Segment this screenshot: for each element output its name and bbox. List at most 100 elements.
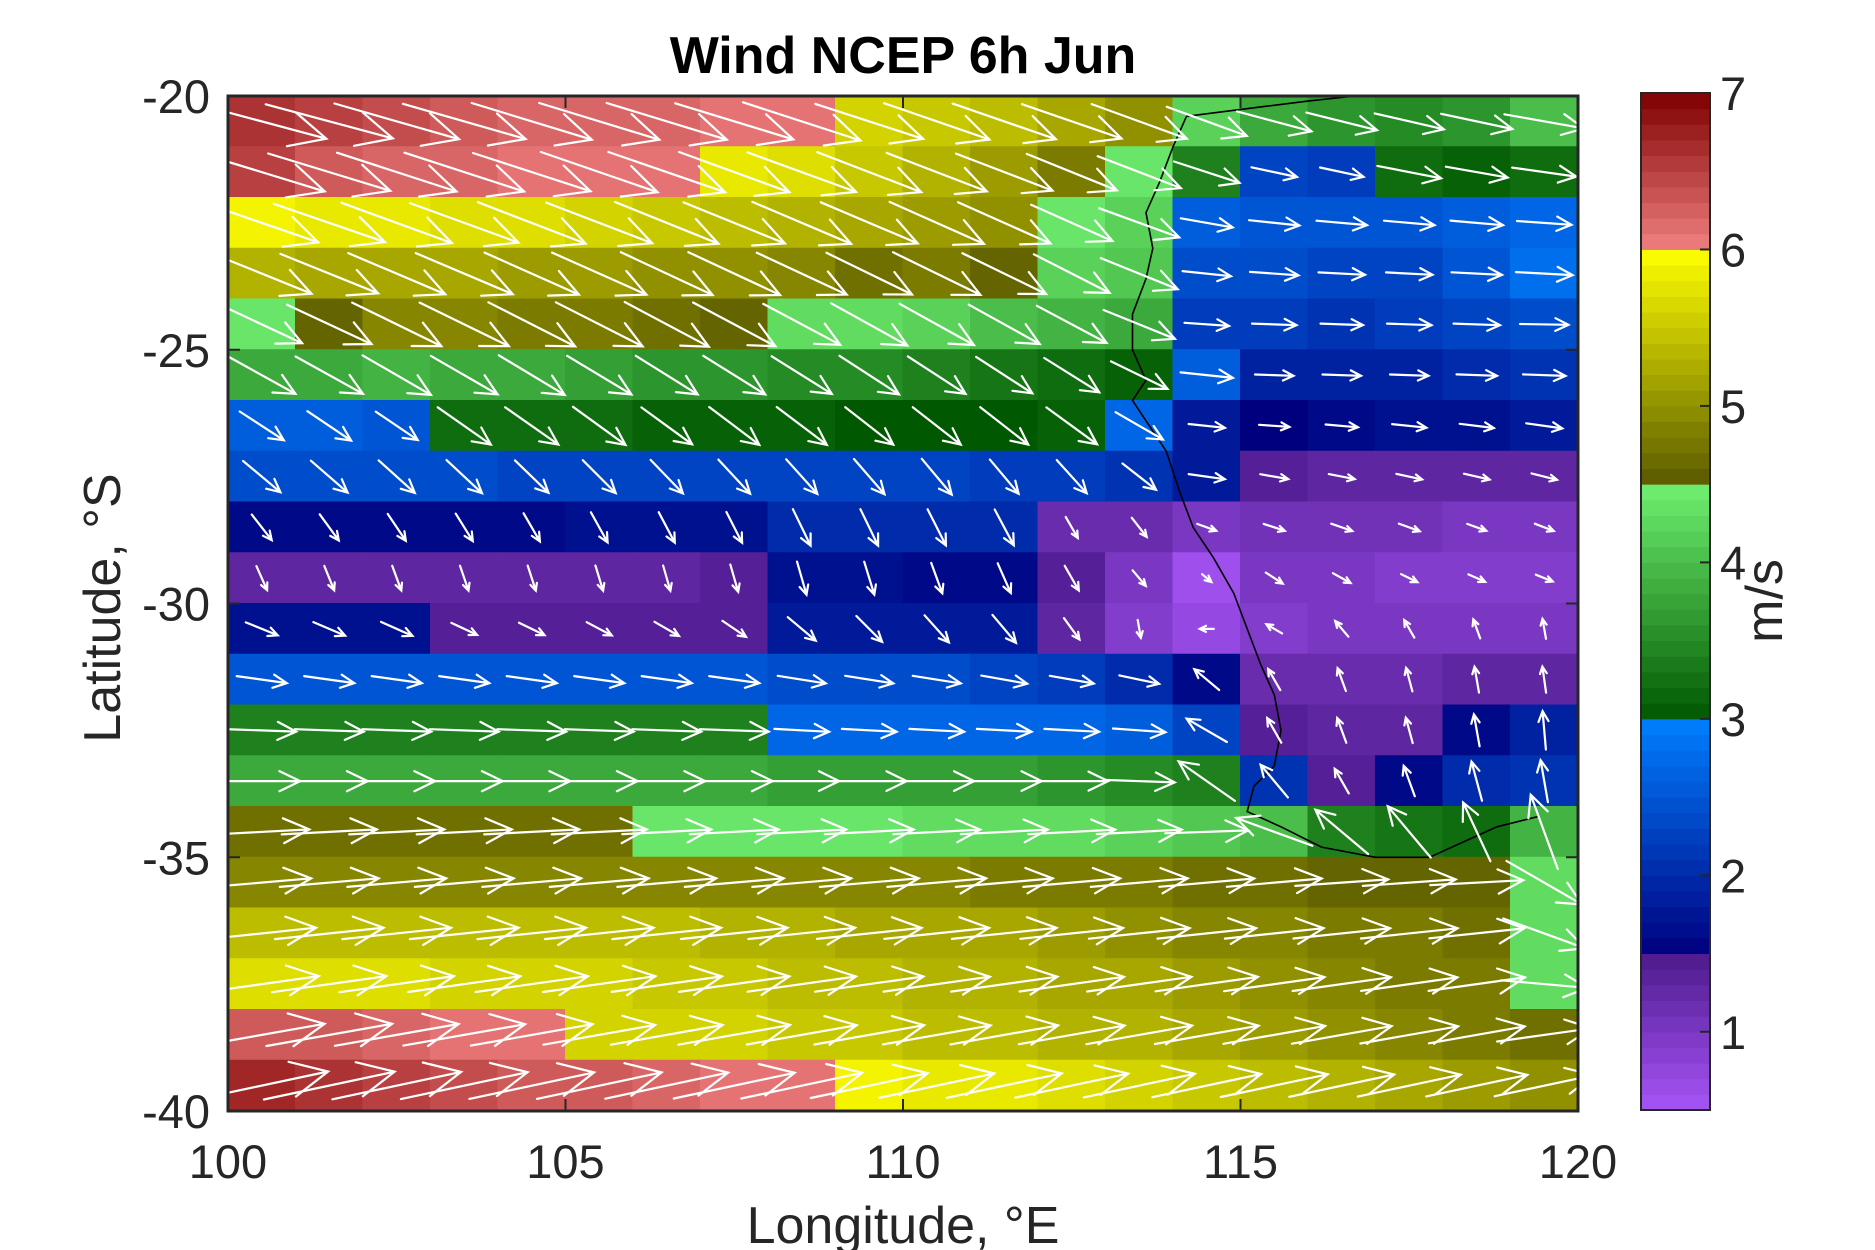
wind-arrow <box>819 201 921 247</box>
wind-arrow <box>795 560 810 598</box>
coastline-path <box>1131 115 1538 859</box>
wind-arrow <box>414 252 516 297</box>
wind-arrow <box>1135 618 1144 641</box>
colorbar-swatch <box>1641 655 1710 673</box>
wind-arrow <box>331 1061 464 1101</box>
wind-arrow <box>341 915 454 946</box>
wind-arrow <box>285 303 374 346</box>
colorbar-swatch <box>1641 358 1710 376</box>
wind-arrow <box>1444 165 1511 184</box>
wind-arrow <box>838 354 902 396</box>
wind-arrow <box>1131 569 1148 588</box>
colorbar-swatch <box>1641 264 1710 282</box>
wind-arrow <box>616 866 719 895</box>
colorbar-swatch <box>1641 718 1710 735</box>
wind-arrow <box>1471 664 1481 694</box>
wind-arrow <box>554 301 645 348</box>
colorbar-swatch <box>1641 1062 1710 1080</box>
wind-arrow <box>908 722 967 740</box>
wind-arrow <box>415 817 515 845</box>
wind-arrow <box>951 102 1059 145</box>
wind-arrow <box>1403 665 1414 693</box>
wind-arrow <box>725 510 744 545</box>
wind-arrow <box>542 1014 658 1046</box>
wind-arrow <box>228 1060 331 1098</box>
wind-arrow <box>333 102 462 147</box>
colorbar-swatch <box>1641 1078 1710 1095</box>
wind-arrow <box>1090 103 1190 143</box>
wind-arrow <box>640 673 695 689</box>
wind-arrow <box>708 673 762 689</box>
wind-arrow <box>898 302 977 347</box>
wind-arrow <box>1330 522 1355 533</box>
wind-arrow <box>513 459 551 495</box>
wind-arrow <box>717 458 752 496</box>
wind-arrow <box>1225 867 1325 895</box>
wind-arrow <box>1384 267 1436 282</box>
wind-arrow <box>756 818 849 844</box>
wind-arrow <box>1538 664 1548 694</box>
wind-arrow <box>228 355 298 396</box>
wind-arrow <box>377 459 417 495</box>
x-tick-label: 105 <box>526 1135 604 1188</box>
wind-arrow <box>1181 267 1234 283</box>
wind-arrow <box>1536 757 1550 804</box>
x-tick-label: 110 <box>866 1135 941 1188</box>
wind-arrow <box>702 354 768 396</box>
wind-arrow <box>487 301 578 348</box>
wind-arrow <box>1427 967 1528 995</box>
wind-arrow <box>1499 973 1578 999</box>
y-axis-label: Latitude, °S <box>74 473 132 742</box>
wind-arrow <box>445 459 484 495</box>
wind-arrow <box>745 1015 860 1046</box>
chart-title: Wind NCEP 6h Jun <box>670 27 1137 85</box>
y-tick-label: -25 <box>142 324 210 377</box>
wind-arrow <box>347 252 448 297</box>
wind-arrow <box>1385 317 1435 332</box>
colorbar-swatch <box>1641 687 1710 704</box>
wind-arrow <box>1471 617 1482 640</box>
wind-arrow <box>351 301 444 348</box>
wind-arrow <box>293 720 367 741</box>
colorbar-swatch <box>1641 514 1710 532</box>
y-tick-label: -35 <box>142 831 210 884</box>
wind-arrow <box>526 564 538 594</box>
wind-arrow <box>340 201 455 248</box>
wind-arrow <box>262 1061 398 1101</box>
colorbar-swatch <box>1641 155 1710 172</box>
wind-arrow <box>1099 257 1181 292</box>
colorbar-swatch <box>1641 624 1710 642</box>
wind-arrow <box>1082 1064 1198 1099</box>
wind-arrow <box>911 674 964 689</box>
wind-arrow <box>1452 317 1503 332</box>
wind-arrow <box>550 817 650 845</box>
y-axis: -20 -25 -30 -35 -40 <box>142 70 1578 1138</box>
wind-arrow <box>1222 1016 1328 1046</box>
wind-arrow <box>566 354 634 396</box>
wind-arrow <box>844 674 896 689</box>
wind-arrow <box>751 866 854 895</box>
wind-arrow <box>571 405 628 447</box>
colorbar-swatch <box>1641 202 1710 219</box>
wind-arrow <box>1376 164 1444 185</box>
wind-arrow <box>1250 166 1300 182</box>
wind-arrow <box>361 720 434 741</box>
wind-arrow <box>1197 624 1215 633</box>
wind-arrow <box>813 1015 927 1046</box>
wind-arrow <box>294 355 366 396</box>
wind-arrow <box>911 406 963 447</box>
wind-arrow <box>770 355 834 396</box>
wind-arrow <box>980 674 1030 689</box>
wind-arrow <box>418 301 512 348</box>
wind-arrow <box>863 560 877 598</box>
wind-arrow <box>589 511 609 545</box>
wind-arrow <box>1266 666 1282 692</box>
wind-arrow <box>883 102 992 145</box>
wind-arrow <box>614 200 721 247</box>
wind-arrow <box>370 673 425 689</box>
colorbar-swatch <box>1641 859 1710 876</box>
wind-arrow <box>1359 917 1461 945</box>
wind-arrow <box>1470 711 1481 748</box>
wind-arrow <box>923 614 951 645</box>
wind-arrow <box>244 621 281 638</box>
